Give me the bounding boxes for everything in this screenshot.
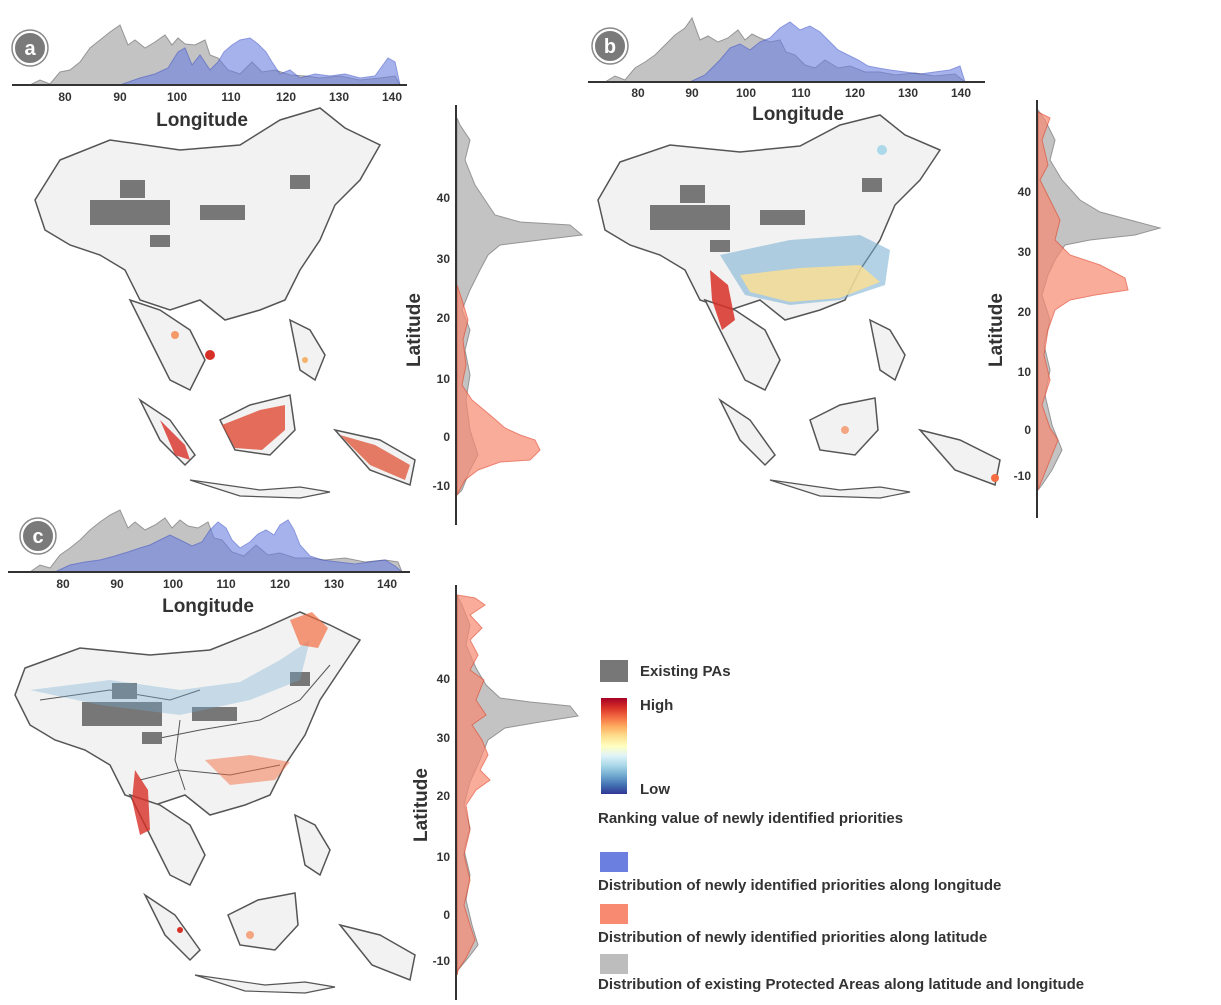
panel-a-lat-distribution: 40 30 20 10 0 -10 Latitude [404,105,584,525]
panel-c-lon-priority-area [54,519,404,573]
panel-b-lat-tick: 30 [1018,245,1032,259]
legend-latitude-swatch [600,904,628,924]
panel-a-lon-tick: 110 [221,90,241,104]
panel-b-lat-tick: 20 [1018,305,1032,319]
panel-a-map [34,107,416,499]
panel-a-badge: a [11,29,49,67]
panel-b-lat-tick: 40 [1018,185,1032,199]
panel-a-lat-priority-area [456,284,541,496]
panel-b-lon-tick: 100 [736,86,756,100]
panel-b-map [597,114,1001,499]
panel-c-lon-tick: 130 [324,577,344,591]
panel-b-lon-tick: 130 [898,86,918,100]
panel-b-lat-tick: -10 [1014,469,1032,483]
panel-a-badge-label: a [24,38,36,60]
panel-a-lat-tick: 30 [437,252,451,266]
panel-c-lat-distribution: 40 30 20 10 0 -10 Latitude [411,585,579,1000]
panel-b-lat-priority-area [1037,111,1129,491]
panel-c-lat-tick: 0 [443,908,450,922]
panel-c-lat-priority-area [456,594,491,976]
legend-high-label: High [640,697,674,714]
legend-existing-dist-label: Distribution of existing Protected Areas… [598,976,1085,993]
legend-longitude-label: Distribution of newly identified priorit… [598,877,1002,894]
panel-a-lat-tick: -10 [433,479,451,493]
panel-a-lon-tick: 140 [382,90,402,104]
panel-b-lon-distribution: 80 90 100 110 120 130 140 Longitude [588,16,985,125]
legend-existing-pa-swatch [600,660,628,682]
legend-ranking-title: Ranking value of newly identified priori… [598,810,904,827]
panel-b-lon-tick: 140 [951,86,971,100]
panel-c-lat-tick: 40 [437,672,451,686]
panel-c-lat-label: Latitude [411,768,432,842]
panel-c-lon-tick: 90 [110,577,124,591]
legend-existing-pa-label: Existing PAs [640,663,731,680]
panel-c-lon-tick: 140 [377,577,397,591]
panel-b-lon-tick: 110 [791,86,811,100]
panel-a-lon-label: Longitude [156,110,248,131]
panel-b-lon-tick: 90 [685,86,699,100]
panel-b-lat-distribution: 40 30 20 10 0 -10 Latitude [986,100,1162,518]
panel-b-lon-priority-area [689,21,966,83]
panel-a-lon-priority-area [119,37,401,86]
legend-ranking-colorbar [601,698,627,794]
panel-a-lat-label: Latitude [404,293,425,367]
panel-c-badge: c [19,517,57,555]
panel-a-lat-tick: 0 [443,430,450,444]
panel-c-badge-label: c [32,526,43,548]
panel-a-lon-tick: 80 [58,90,72,104]
legend-low-label: Low [640,781,670,798]
panel-b-badge-label: b [604,36,616,58]
panel-a-lon-tick: 90 [113,90,127,104]
panel-a-lon-tick: 130 [329,90,349,104]
panel-c-lat-tick: 30 [437,731,451,745]
panel-b-lon-label: Longitude [752,104,844,125]
panel-a-lon-distribution: 80 90 100 110 120 130 140 Longitude [12,24,407,131]
panel-c-lon-tick: 100 [163,577,183,591]
panel-a-lat-tick: 10 [437,372,451,386]
panel-c-lon-tick: 80 [56,577,70,591]
panel-a-lon-tick: 100 [167,90,187,104]
panel-c-lon-distribution: 80 90 100 110 120 130 140 Longitude [8,509,410,617]
panel-a-lon-tick: 120 [276,90,296,104]
panel-b-lat-tick: 10 [1018,365,1032,379]
panel-a-lat-tick: 20 [437,311,451,325]
legend-existing-dist-swatch [600,954,628,974]
panel-c-lat-tick: 20 [437,789,451,803]
panel-b-badge: b [591,27,629,65]
panel-c-lon-tick: 120 [270,577,290,591]
panel-a-lat-tick: 40 [437,191,451,205]
panel-b-lat-tick: 0 [1024,423,1031,437]
legend-longitude-swatch [600,852,628,872]
panel-b-lat-label: Latitude [986,293,1007,367]
panel-c-lat-tick: 10 [437,850,451,864]
panel-b-lon-tick: 120 [845,86,865,100]
panel-c-lon-tick: 110 [216,577,236,591]
panel-c-lat-tick: -10 [433,954,451,968]
legend-latitude-label: Distribution of newly identified priorit… [598,929,988,946]
panel-c-map [14,611,416,994]
panel-c-lon-label: Longitude [162,596,254,617]
panel-b-lon-tick: 80 [631,86,645,100]
